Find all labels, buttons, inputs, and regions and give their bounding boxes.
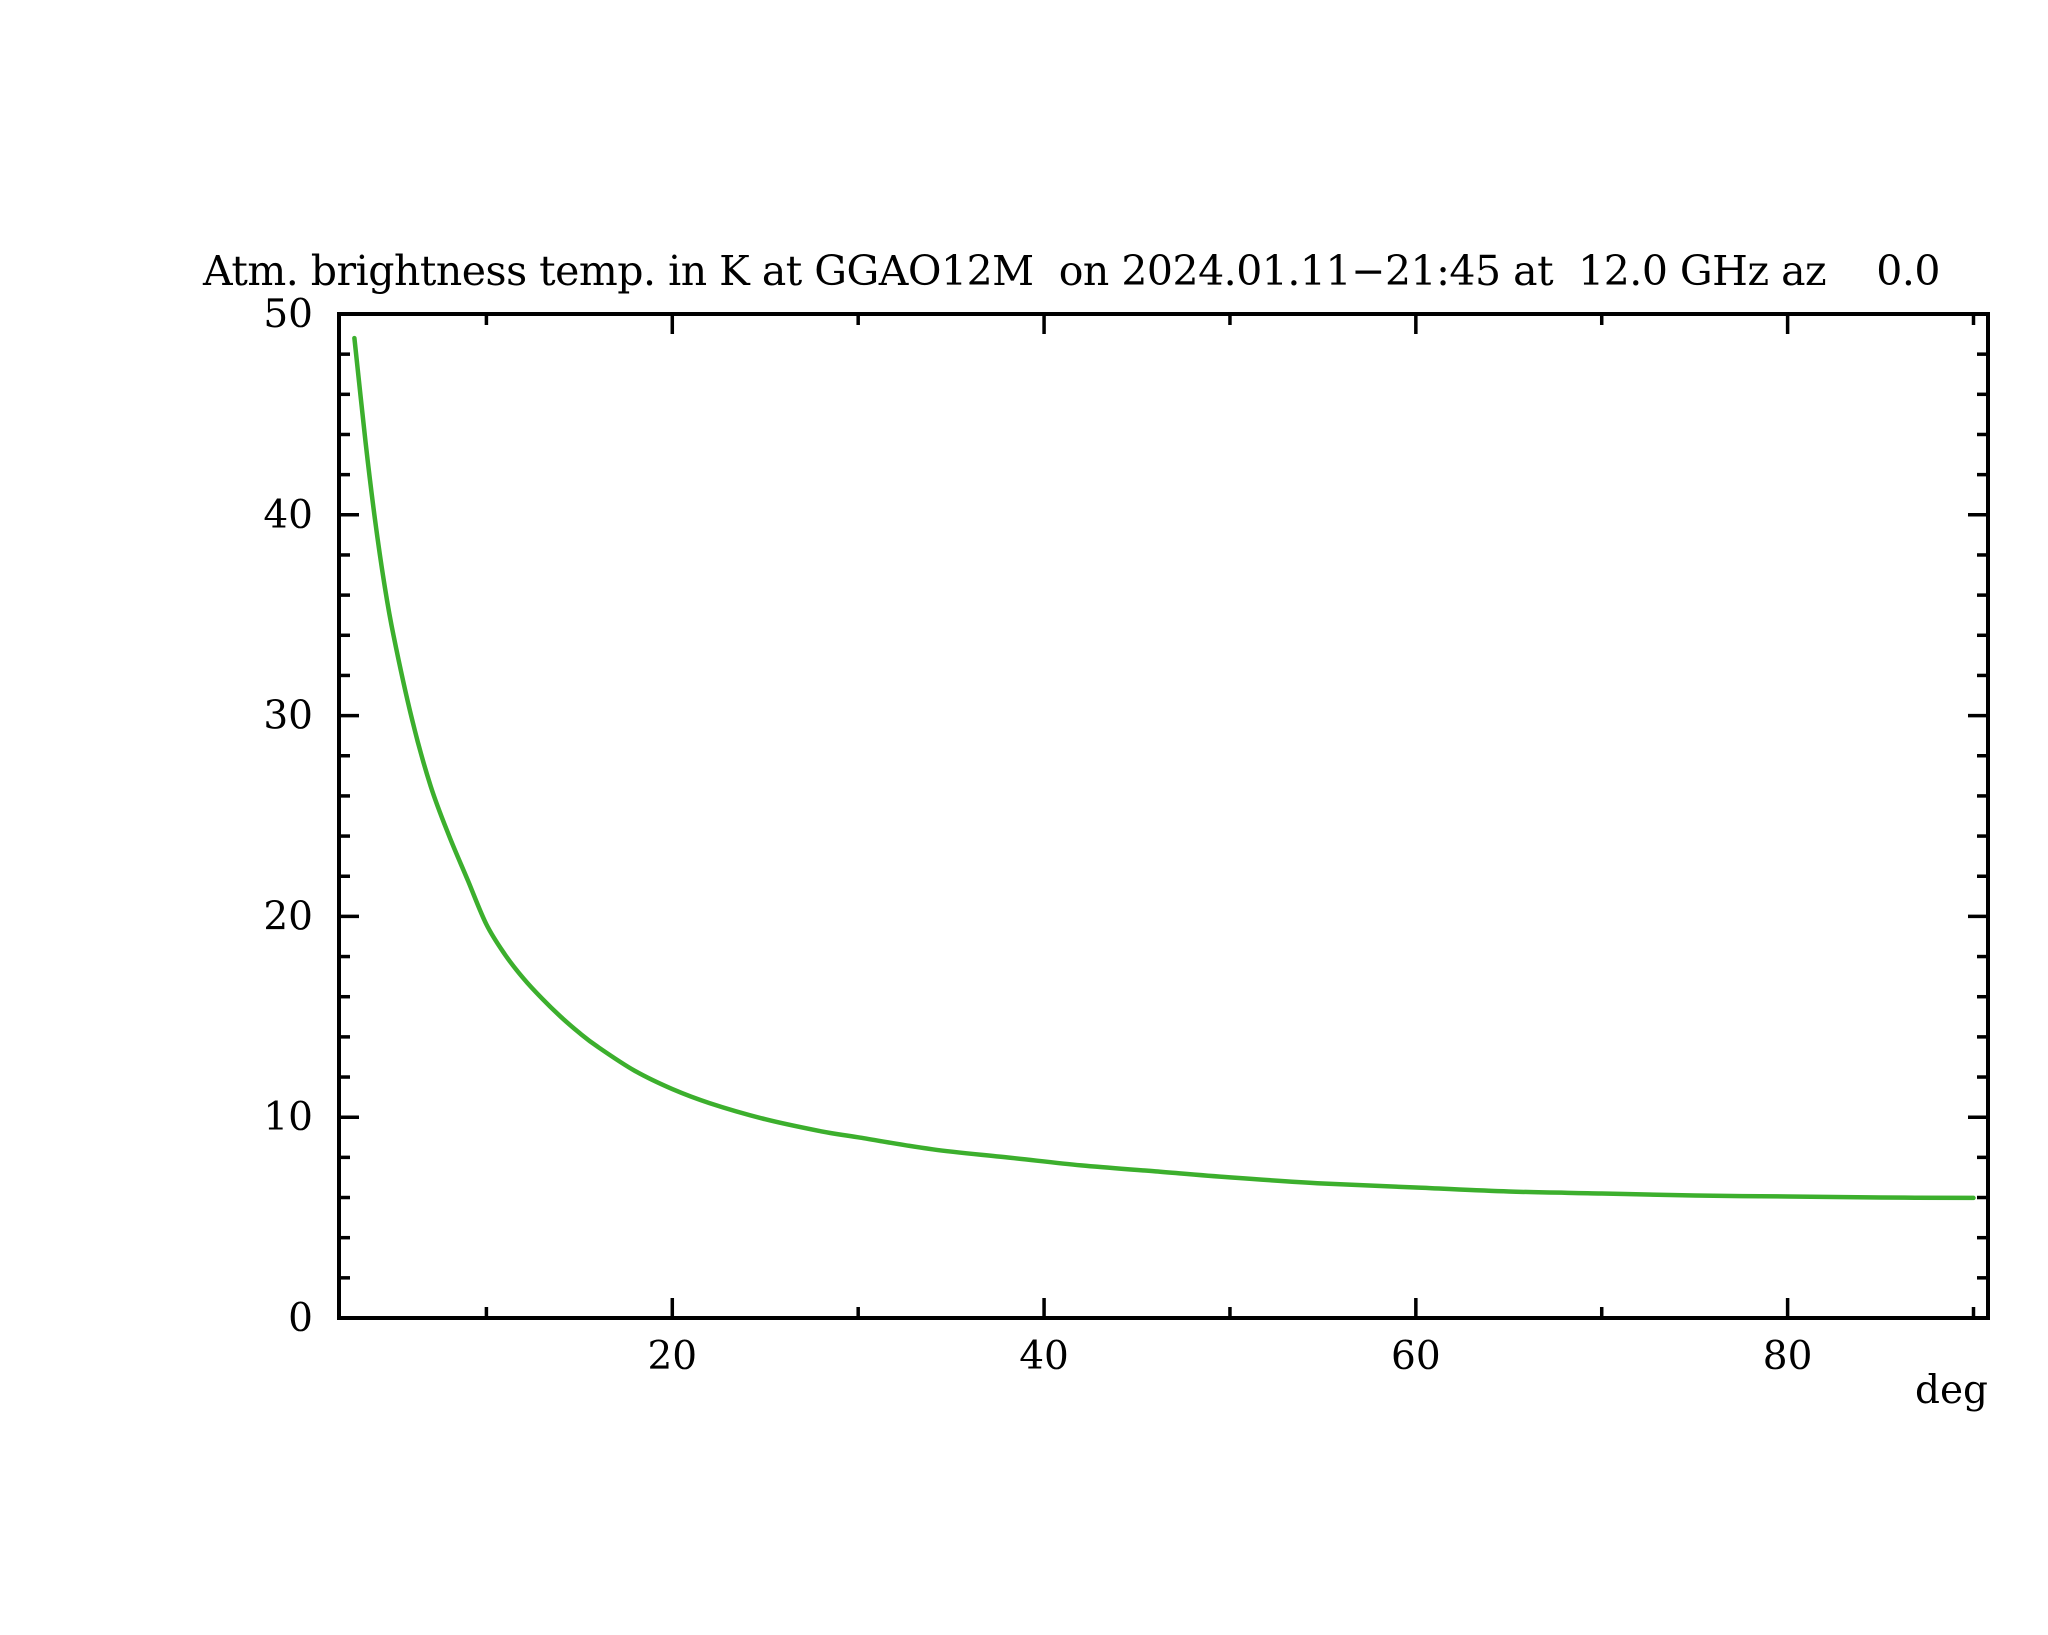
y-tick-label: 10: [263, 1095, 313, 1140]
x-axis-unit-label: deg: [1914, 1368, 1988, 1413]
temperature-curve: [352, 335, 1976, 1201]
x-tick-label: 40: [1019, 1334, 1069, 1379]
x-tick-label: 60: [1391, 1334, 1441, 1379]
x-tick-label: 20: [647, 1334, 697, 1379]
y-tick-label: 20: [263, 894, 313, 939]
x-tick-label: 80: [1763, 1334, 1813, 1379]
chart-title: Atm. brightness temp. in K at GGAO12M on…: [203, 247, 1940, 295]
y-tick-label: 0: [288, 1296, 313, 1341]
y-tick-label: 50: [263, 292, 313, 337]
plot-border: [337, 312, 1990, 1320]
y-tick-label: 30: [263, 694, 313, 739]
y-tick-label: 40: [263, 493, 313, 538]
